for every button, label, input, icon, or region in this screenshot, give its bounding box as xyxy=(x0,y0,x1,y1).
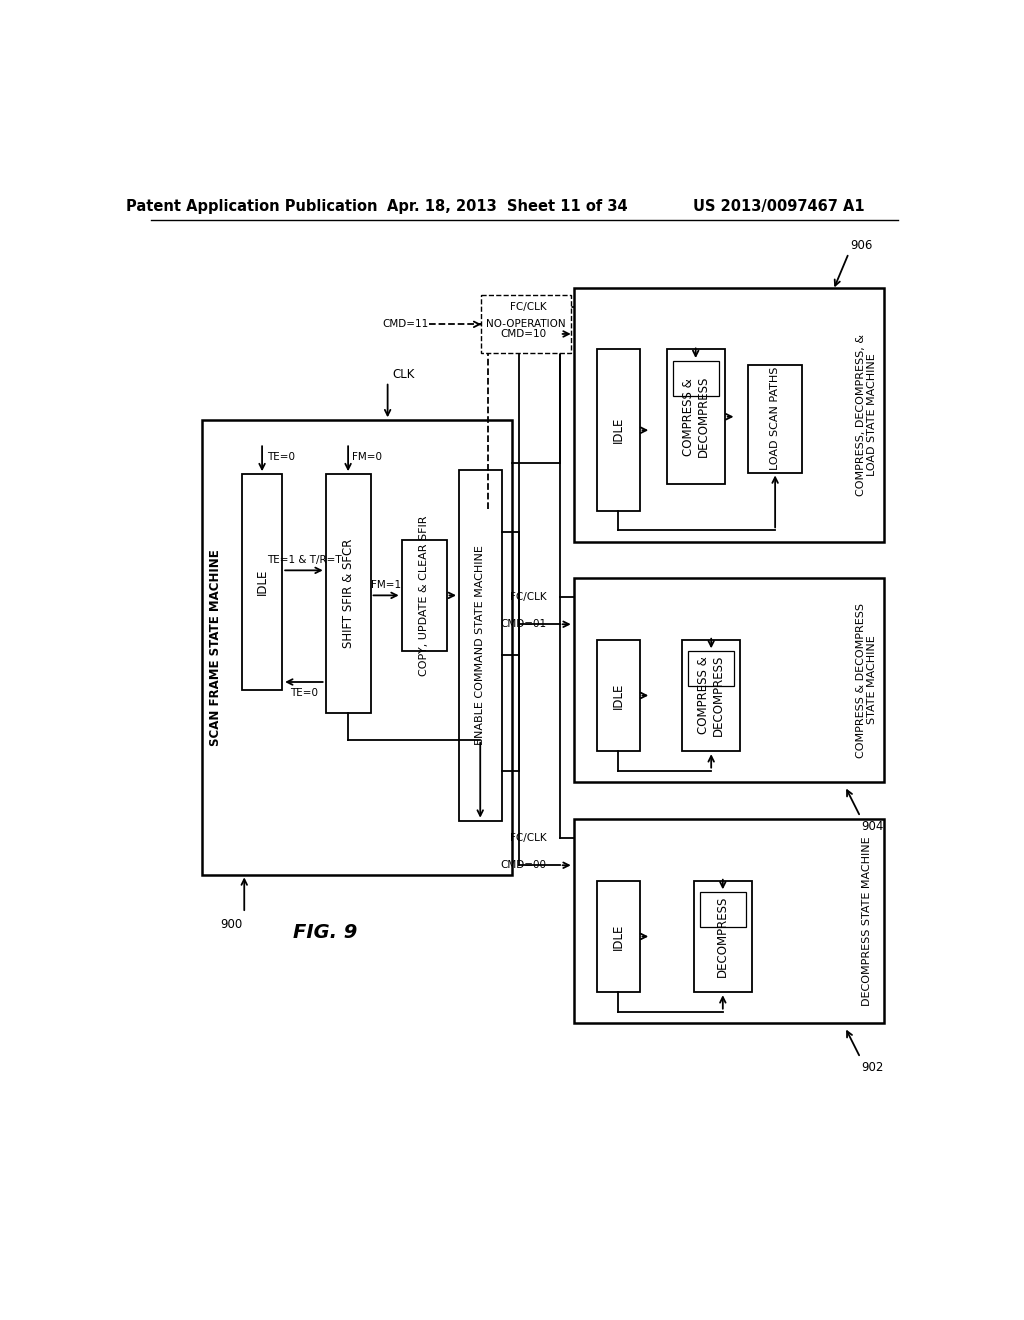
Text: FM=0: FM=0 xyxy=(351,453,382,462)
Bar xyxy=(597,350,640,511)
Bar xyxy=(573,578,884,781)
Bar xyxy=(667,350,725,484)
Text: IDLE: IDLE xyxy=(611,923,625,949)
Text: 902: 902 xyxy=(861,1061,883,1074)
Text: FC/CLK: FC/CLK xyxy=(510,593,547,602)
Bar xyxy=(748,364,802,473)
Text: 904: 904 xyxy=(861,820,883,833)
Bar xyxy=(700,892,745,927)
Text: COPY, UPDATE & CLEAR SFIR: COPY, UPDATE & CLEAR SFIR xyxy=(419,515,429,676)
Text: COMPRESS &
DECOMPRESS: COMPRESS & DECOMPRESS xyxy=(697,655,725,737)
Bar xyxy=(481,296,570,354)
Text: FIG. 9: FIG. 9 xyxy=(294,923,357,941)
Bar xyxy=(326,474,371,713)
Text: 906: 906 xyxy=(851,239,873,252)
Text: CMD=11: CMD=11 xyxy=(382,319,429,329)
Text: CMD=10: CMD=10 xyxy=(501,329,547,339)
Text: CLK: CLK xyxy=(392,367,415,380)
Text: IDLE: IDLE xyxy=(611,682,625,709)
Text: FM=1: FM=1 xyxy=(371,581,401,590)
Bar xyxy=(688,651,734,686)
Text: 900: 900 xyxy=(220,917,243,931)
Text: IDLE: IDLE xyxy=(256,569,268,595)
Bar xyxy=(202,420,512,874)
Text: SCAN FRAME STATE MACHINE: SCAN FRAME STATE MACHINE xyxy=(209,549,222,746)
Text: TE=0: TE=0 xyxy=(266,453,295,462)
Bar xyxy=(693,880,752,993)
Bar xyxy=(573,818,884,1023)
Bar xyxy=(242,474,283,689)
Bar xyxy=(573,288,884,541)
Text: FC/CLK: FC/CLK xyxy=(510,302,547,312)
Text: DECOMPRESS STATE MACHINE: DECOMPRESS STATE MACHINE xyxy=(861,837,871,1006)
Bar xyxy=(597,640,640,751)
Text: TE=1 & T/R=T: TE=1 & T/R=T xyxy=(266,554,341,565)
Text: CMD=01: CMD=01 xyxy=(501,619,547,630)
Text: US 2013/0097467 A1: US 2013/0097467 A1 xyxy=(693,198,865,214)
Text: IDLE: IDLE xyxy=(611,417,625,444)
Text: LOAD SCAN PATHS: LOAD SCAN PATHS xyxy=(770,367,780,470)
Bar xyxy=(673,360,719,396)
Bar xyxy=(597,880,640,993)
Text: TE=0: TE=0 xyxy=(290,688,317,698)
Bar xyxy=(682,640,740,751)
Bar xyxy=(459,470,502,821)
Text: DECOMPRESS: DECOMPRESS xyxy=(717,896,729,977)
Text: COMPRESS, DECOMPRESS, &
LOAD STATE MACHINE: COMPRESS, DECOMPRESS, & LOAD STATE MACHI… xyxy=(856,334,878,496)
Text: NO-OPERATION: NO-OPERATION xyxy=(486,319,566,329)
Bar xyxy=(401,540,446,651)
Text: SHIFT SFIR & SFCR: SHIFT SFIR & SFCR xyxy=(342,539,354,648)
Text: ENABLE COMMAND STATE MACHINE: ENABLE COMMAND STATE MACHINE xyxy=(475,545,485,746)
Text: Patent Application Publication: Patent Application Publication xyxy=(126,198,378,214)
Text: CMD=00: CMD=00 xyxy=(501,861,547,870)
Text: Apr. 18, 2013  Sheet 11 of 34: Apr. 18, 2013 Sheet 11 of 34 xyxy=(387,198,628,214)
Text: COMPRESS & DECOMPRESS
STATE MACHINE: COMPRESS & DECOMPRESS STATE MACHINE xyxy=(856,602,878,758)
Text: FC/CLK: FC/CLK xyxy=(510,833,547,843)
Text: COMPRESS &
DECOMPRESS: COMPRESS & DECOMPRESS xyxy=(682,376,710,458)
